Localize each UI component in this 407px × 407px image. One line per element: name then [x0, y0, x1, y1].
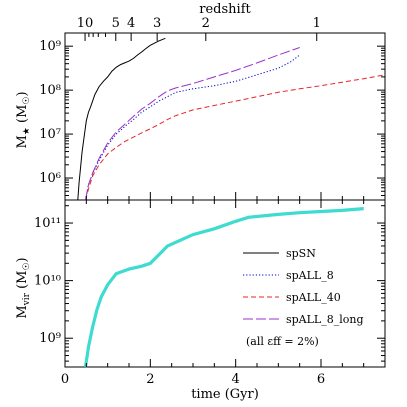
mvir-curve: [83, 207, 364, 368]
mvir-unit: (M: [15, 271, 30, 294]
legend: spSN spALL_8 spALL_40 spALL_8_long (all εff …: [243, 247, 364, 348]
legend-label: spALL_8_long: [286, 313, 364, 326]
mstar-sun: ☉: [22, 97, 32, 105]
series-line-spall-8-long: [85, 47, 300, 201]
y-tick-label: 10¹¹: [34, 216, 61, 231]
mstar-close: ): [15, 91, 30, 96]
redshift-tick-label: 10: [77, 16, 94, 31]
top-axis-label: redshift: [199, 2, 251, 17]
mvir-m: M: [15, 305, 30, 318]
mvir-sub: vir: [22, 292, 32, 306]
top-y-axis-label: M★ (M☉): [15, 91, 32, 148]
series-line-spall-40: [85, 74, 386, 201]
redshift-tick-label: 5: [112, 16, 120, 31]
legend-label: spALL_8: [286, 269, 334, 282]
y-tick-label: 10⁹: [39, 331, 61, 346]
redshift-tick-label: 1: [313, 16, 321, 31]
mvir-close: ): [15, 257, 30, 262]
mstar-sub: ★: [22, 127, 32, 135]
bottom-y-axis-label: Mvir (M☉): [15, 257, 32, 318]
mstar-m: M: [15, 135, 30, 148]
y-tick-label: 10⁹: [39, 39, 61, 54]
bottom-panel-curves: [83, 207, 364, 368]
series-line-spall-8: [85, 54, 301, 201]
legend-label: spALL_40: [286, 291, 341, 304]
y-tick-label: 10⁸: [39, 83, 61, 98]
x-tick-label: 2: [146, 372, 154, 387]
bottom-x-axis-label: time (Gyr): [191, 387, 259, 402]
y-tick-label: 10⁷: [39, 127, 61, 142]
x-tick-label: 4: [232, 372, 240, 387]
y-tick-label: 10⁶: [39, 171, 61, 186]
top-panel-frame: [64, 32, 386, 201]
y-tick-label: 10¹⁰: [34, 274, 61, 289]
mvir-sun: ☉: [22, 262, 32, 270]
series-line-spsn: [77, 37, 166, 201]
legend-label: spSN: [286, 247, 316, 260]
redshift-tick-label: 4: [127, 16, 135, 31]
legend-note: (all εff = 2%): [246, 335, 319, 348]
top-panel-curves: [77, 37, 386, 201]
x-tick-label: 0: [61, 372, 69, 387]
mstar-unit: (M: [15, 105, 30, 128]
redshift-tick-label: 2: [202, 16, 210, 31]
redshift-tick-label: 3: [153, 16, 161, 31]
x-tick-label: 6: [317, 372, 325, 387]
